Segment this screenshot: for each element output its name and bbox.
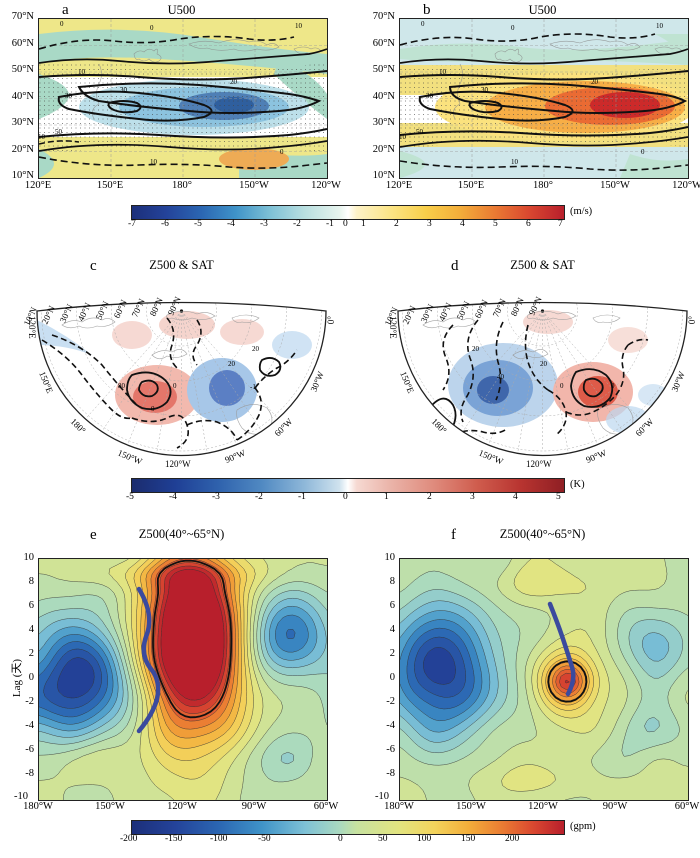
svg-text:150°W: 150°W — [477, 448, 505, 467]
svg-text:90°W: 90°W — [223, 447, 247, 465]
svg-text:150°W: 150°W — [116, 448, 144, 467]
svg-text:120°W: 120°W — [526, 459, 552, 469]
svg-text:0°: 0° — [326, 316, 336, 325]
svg-text:0°: 0° — [687, 316, 697, 325]
svg-text:120°W: 120°W — [165, 459, 191, 469]
svg-text:90°W: 90°W — [584, 447, 608, 465]
